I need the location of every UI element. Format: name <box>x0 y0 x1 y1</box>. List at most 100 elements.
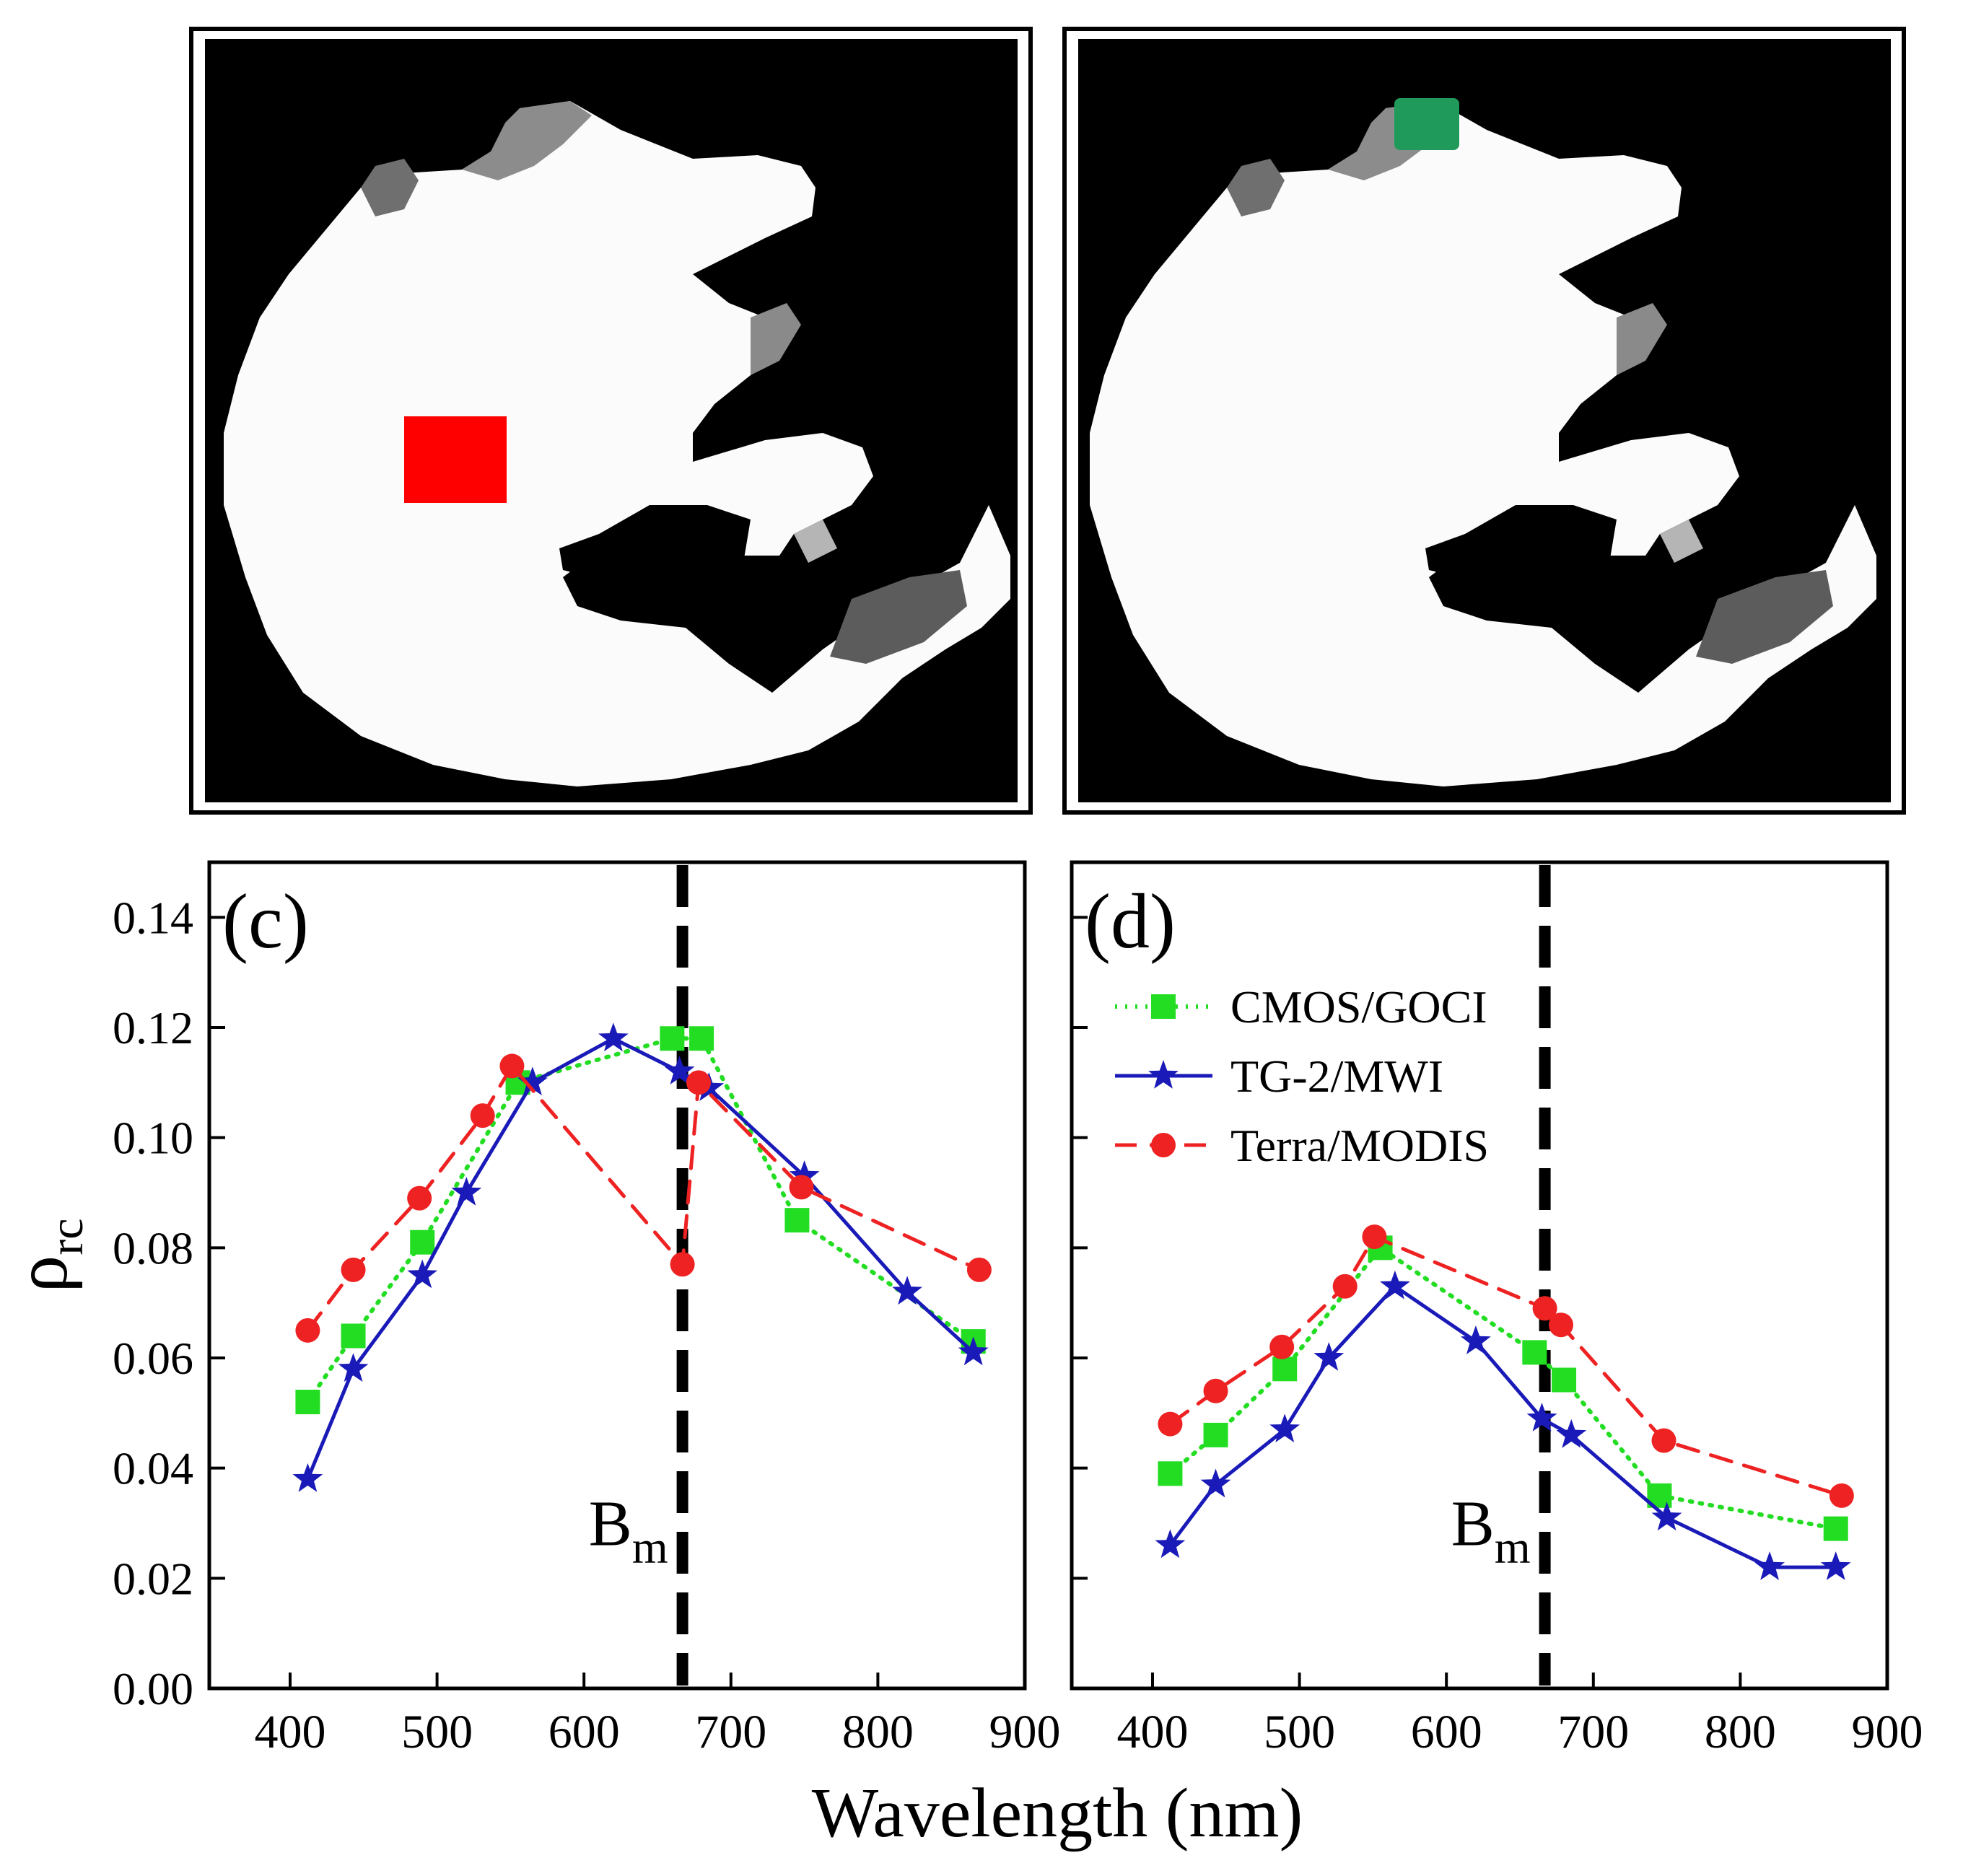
y-tick-label-c-3: 0.06 <box>113 1333 193 1384</box>
y-tick-label-c-0: 0.00 <box>113 1663 193 1714</box>
point-d-1-7 <box>1556 1419 1587 1448</box>
point-c-0-6 <box>784 1208 810 1233</box>
x-tick-label-d-900: 900 <box>1852 1706 1923 1758</box>
x-tick-label-c-700: 700 <box>695 1706 766 1758</box>
y-tick-label-c-6: 0.12 <box>113 1002 193 1053</box>
lake-shape-b <box>1090 101 1876 786</box>
bm-label-sub-c: m <box>632 1522 668 1573</box>
point-d-2-1 <box>1203 1378 1228 1403</box>
point-d-0-1 <box>1203 1422 1228 1447</box>
y-axis-title-base: ρ <box>0 1255 83 1293</box>
panel-b-title: ROI 2 <box>1702 69 1876 147</box>
point-d-1-9 <box>1754 1551 1785 1580</box>
bm-label-sub-d: m <box>1495 1522 1531 1573</box>
point-c-1-8 <box>789 1160 820 1189</box>
point-c-2-4 <box>499 1053 525 1079</box>
y-tick-label-c-4: 0.08 <box>113 1222 193 1274</box>
point-d-0-2 <box>1272 1356 1298 1382</box>
point-c-1-9 <box>892 1276 922 1305</box>
point-c-2-8 <box>966 1257 992 1282</box>
lake-shape-a <box>224 101 1010 786</box>
point-c-2-5 <box>670 1252 695 1277</box>
plot-frame-d <box>1070 860 1889 1691</box>
grey-band-a-1 <box>462 101 592 180</box>
legend: CMOS/GOCI TG-2/MWI Terra/MODIS <box>1115 981 1489 1171</box>
legend-marker-2 <box>1151 1133 1176 1157</box>
panel-a-title: ROI 1 <box>829 69 1003 147</box>
point-d-2-6 <box>1549 1312 1573 1338</box>
x-tick-label-c-600: 600 <box>548 1706 620 1758</box>
point-d-2-8 <box>1829 1483 1854 1508</box>
legend-marker-1 <box>1148 1060 1179 1089</box>
point-c-1-10 <box>958 1336 989 1366</box>
point-c-1-4 <box>517 1066 548 1096</box>
bm-label-base-d: B <box>1451 1489 1495 1560</box>
point-c-0-2 <box>410 1230 435 1255</box>
x-tick-label-d-600: 600 <box>1411 1706 1482 1758</box>
island-b <box>1425 505 1617 621</box>
grey-band-a-4 <box>830 570 967 664</box>
grey-band-b-3 <box>1617 303 1667 375</box>
point-c-2-2 <box>407 1185 432 1211</box>
point-c-1-1 <box>338 1353 369 1382</box>
point-c-2-7 <box>789 1175 814 1200</box>
point-c-1-5 <box>598 1022 629 1052</box>
x-tick-label-d-700: 700 <box>1557 1706 1629 1758</box>
bm-label-d: Bm <box>1451 1489 1531 1573</box>
point-c-0-1 <box>341 1323 366 1349</box>
panel-a: (a) ROI 1 <box>189 27 1033 815</box>
grey-band-a-5 <box>794 520 837 563</box>
point-d-1-10 <box>1820 1551 1851 1580</box>
x-tick-label-c-400: 400 <box>254 1706 325 1758</box>
series-c-terra-modis <box>295 1053 992 1343</box>
grey-band-b-4 <box>1696 570 1833 664</box>
panel-b-label: (b) <box>1096 69 1178 147</box>
point-c-1-3 <box>451 1177 482 1206</box>
x-axis-title: Wavelength (nm) <box>812 1774 1303 1852</box>
point-d-1-5 <box>1461 1325 1491 1354</box>
legend-label-0: CMOS/GOCI <box>1230 981 1487 1033</box>
series-d-tg-2-mwi <box>1155 1270 1851 1580</box>
point-d-2-0 <box>1158 1411 1183 1437</box>
x-tick-label-d-400: 400 <box>1116 1706 1188 1758</box>
point-d-2-3 <box>1332 1274 1358 1299</box>
legend-marker-0 <box>1151 994 1176 1019</box>
panel-a-label: (a) <box>222 69 301 147</box>
legend-label-1: TG-2/MWI <box>1230 1051 1443 1102</box>
point-d-2-5 <box>1532 1296 1557 1321</box>
grey-band-b-2 <box>1227 159 1285 216</box>
chart-d: 400 500 600 700 800 900 Bm (d) CMOS/GOCI TG-2/MWI… <box>1070 860 1923 1758</box>
series-line-c-0 <box>305 1036 976 1405</box>
grey-band-a-2 <box>361 159 419 216</box>
point-d-1-2 <box>1269 1413 1300 1442</box>
x-tick-label-c-800: 800 <box>842 1706 914 1758</box>
y-tick-label-c-2: 0.04 <box>113 1443 193 1494</box>
point-c-1-0 <box>292 1463 323 1492</box>
point-d-0-0 <box>1158 1461 1183 1486</box>
point-d-2-4 <box>1362 1224 1387 1250</box>
panel-d-label: (d) <box>1085 879 1176 965</box>
y-axis-title: ρrc <box>0 1218 93 1292</box>
point-c-2-1 <box>341 1257 366 1282</box>
chart-c: 400 500 600 700 800 900 0.00 0.02 0.04 0.06 0.08 0.… <box>113 860 1061 1758</box>
series-d-terra-modis <box>1158 1224 1854 1508</box>
panel-b: (b) ROI 2 <box>1062 27 1906 815</box>
point-c-1-6 <box>664 1056 695 1084</box>
point-d-1-8 <box>1651 1502 1682 1531</box>
panel-c-label: (c) <box>222 879 309 965</box>
point-c-1-2 <box>407 1259 438 1289</box>
point-c-0-0 <box>295 1390 320 1415</box>
plot-frame-c <box>207 860 1027 1691</box>
point-d-2-2 <box>1269 1334 1295 1359</box>
point-c-2-6 <box>686 1070 711 1095</box>
point-c-0-5 <box>689 1026 714 1051</box>
x-tick-label-c-500: 500 <box>401 1706 473 1758</box>
lake-mask-a <box>224 101 1010 786</box>
y-axis-title-sub: rc <box>40 1218 93 1255</box>
x-tick-label-d-500: 500 <box>1264 1706 1335 1758</box>
roi-1-square <box>404 416 507 503</box>
x-tick-label-d-800: 800 <box>1705 1706 1776 1758</box>
point-d-1-4 <box>1380 1270 1410 1299</box>
point-d-1-1 <box>1200 1468 1231 1498</box>
grey-band-b-5 <box>1660 520 1703 563</box>
